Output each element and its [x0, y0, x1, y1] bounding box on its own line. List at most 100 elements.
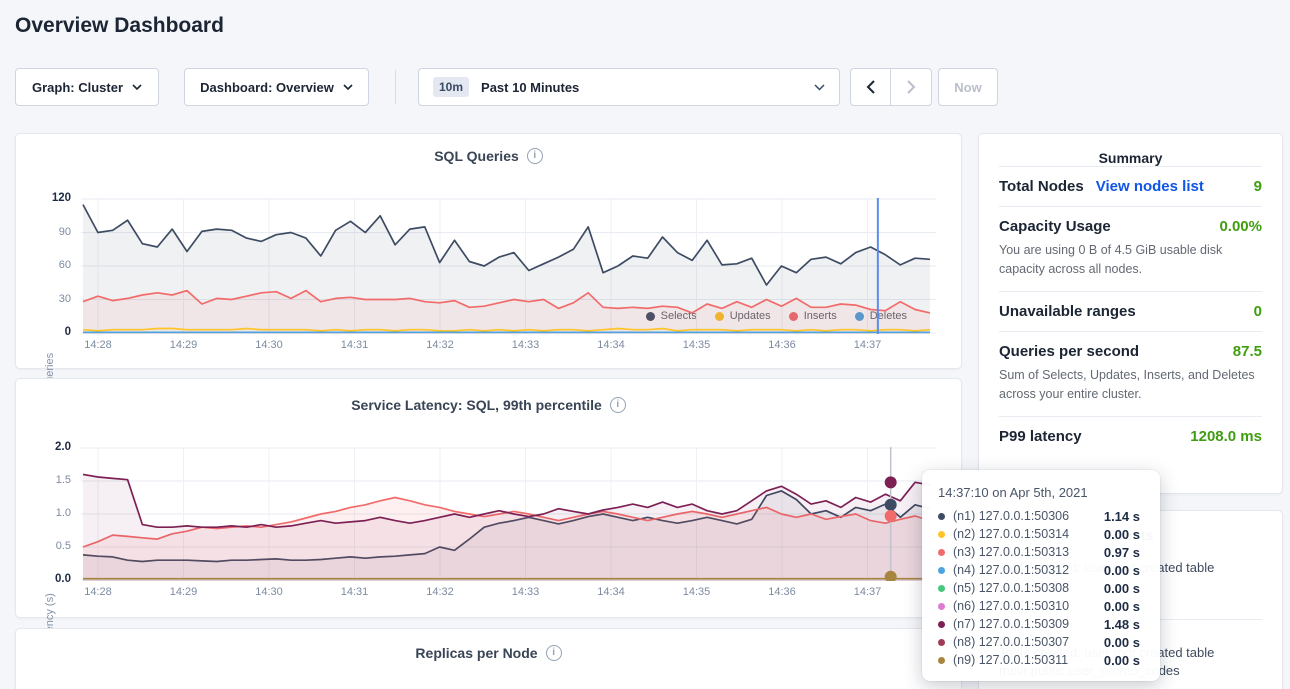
- summary-label: Unavailable ranges: [999, 302, 1136, 320]
- series-color-dot: [938, 512, 945, 520]
- summary-title: Summary: [1098, 150, 1163, 166]
- chevron-down-icon: [814, 83, 825, 91]
- replicas-per-node-chart-card: Replicas per Node i: [15, 628, 962, 689]
- tooltip-node-row: (n1) 127.0.0.1:50306 1.14 s: [938, 507, 1146, 525]
- tooltip-timestamp: 14:37:10 on Apr 5th, 2021: [938, 485, 1088, 500]
- legend-item-inserts[interactable]: Inserts: [788, 310, 837, 322]
- x-tick-label: 14:36: [768, 339, 796, 351]
- time-range-dropdown[interactable]: 10m Past 10 Minutes: [418, 68, 840, 106]
- summary-value: 9: [1253, 178, 1262, 195]
- x-tick-label: 14:29: [169, 586, 198, 598]
- tooltip-node-value: 0.97 s: [1103, 544, 1140, 560]
- x-tick-label: 14:33: [511, 586, 540, 598]
- summary-label: Capacity Usage: [999, 218, 1111, 235]
- tooltip-node-row: (n7) 127.0.0.1:50309 1.48 s: [938, 615, 1146, 633]
- series-color-dot: [938, 638, 945, 646]
- now-button-label: Now: [954, 79, 982, 95]
- x-axis: 14:28 14:29 14:30 14:31 14:32 14:33 14:34 14:35…: [81, 586, 936, 602]
- x-tick-label: 14:37: [853, 339, 882, 351]
- tooltip-node-address: (n8) 127.0.0.1:50307: [953, 635, 1070, 649]
- x-tick-label: 14:36: [768, 586, 796, 598]
- dashboard-dropdown[interactable]: Dashboard: Overview: [184, 68, 369, 106]
- x-tick-label: 14:35: [682, 586, 711, 598]
- time-range-badge: 10m: [433, 77, 470, 97]
- summary-row-unavailable-ranges: Unavailable ranges 0: [999, 290, 1262, 331]
- x-tick-label: 14:31: [340, 586, 369, 598]
- y-tick-label: 120: [51, 192, 71, 204]
- tooltip-node-value: 0.00 s: [1103, 526, 1140, 542]
- summary-value: 0: [1253, 302, 1262, 320]
- y-tick-label: 0.5: [55, 540, 71, 552]
- info-icon[interactable]: i: [545, 645, 562, 661]
- tooltip-node-value: 1.48 s: [1103, 616, 1140, 632]
- tooltip-node-row: (n2) 127.0.0.1:50314 0.00 s: [938, 525, 1146, 543]
- chart-plot-area[interactable]: [81, 447, 936, 583]
- x-tick-label: 14:30: [255, 339, 283, 351]
- legend-dot: [854, 311, 864, 321]
- time-nav-group: [850, 68, 932, 106]
- series-color-dot: [938, 602, 945, 610]
- tooltip-node-row: (n6) 127.0.0.1:50310 0.00 s: [938, 597, 1146, 615]
- tooltip-node-value: 0.00 s: [1103, 652, 1140, 668]
- x-tick-label: 14:32: [426, 339, 454, 351]
- tooltip-node-address: (n3) 127.0.0.1:50313: [953, 545, 1070, 559]
- tooltip-node-value: 0.00 s: [1103, 580, 1140, 596]
- tooltip-node-row: (n5) 127.0.0.1:50308 0.00 s: [938, 579, 1146, 597]
- summary-label: Queries per second: [999, 342, 1140, 360]
- summary-panel: Summary Total Nodes View nodes list 9 Ca…: [978, 133, 1283, 494]
- legend-item-selects[interactable]: Selects: [645, 310, 697, 322]
- legend-label: Selects: [661, 310, 697, 322]
- legend-item-deletes[interactable]: Deletes: [854, 310, 907, 322]
- tooltip-rows: (n1) 127.0.0.1:50306 1.14 s (n2) 127.0.0.1…: [938, 507, 1146, 669]
- time-back-button[interactable]: [850, 68, 891, 106]
- legend-item-updates[interactable]: Updates: [714, 310, 771, 322]
- legend-label: Updates: [730, 310, 771, 322]
- tooltip-node-value: 1.14 s: [1103, 508, 1140, 524]
- tooltip-node-address: (n5) 127.0.0.1:50308: [953, 581, 1070, 595]
- x-tick-label: 14:28: [84, 586, 112, 598]
- x-axis: 14:28 14:29 14:30 14:31 14:32 14:33 14:34 14:35…: [81, 339, 936, 355]
- x-tick-label: 14:37: [853, 586, 882, 598]
- legend-dot: [714, 311, 724, 321]
- x-tick-label: 14:30: [255, 586, 283, 598]
- tooltip-node-value: 0.00 s: [1103, 562, 1140, 578]
- chart-title: Replicas per Node: [415, 645, 538, 661]
- series-color-dot: [938, 548, 945, 556]
- tooltip-node-row: (n3) 127.0.0.1:50313 0.97 s: [938, 543, 1146, 561]
- x-tick-label: 14:34: [597, 586, 625, 598]
- time-range-label: Past 10 Minutes: [481, 79, 580, 95]
- tooltip-node-address: (n9) 127.0.0.1:50311: [953, 653, 1069, 667]
- service-latency-chart-card: Service Latency: SQL, 99th percentile i …: [15, 378, 962, 644]
- y-axis: 0 30 60 90 120: [16, 192, 75, 338]
- tooltip-node-value: 0.00 s: [1103, 598, 1140, 614]
- summary-label: Total Nodes: [999, 178, 1084, 195]
- page-title: Overview Dashboard: [15, 14, 224, 37]
- tooltip-node-address: (n7) 127.0.0.1:50309: [953, 617, 1070, 631]
- sql-queries-chart-card: SQL Queries i Selects Updates Inserts Delet…: [15, 133, 962, 389]
- summary-row-queries-per-second: Queries per second 87.5 Sum of Selects, …: [999, 330, 1262, 416]
- series-color-dot: [938, 530, 945, 538]
- now-button[interactable]: Now: [938, 68, 998, 106]
- time-forward-button[interactable]: [891, 68, 932, 106]
- tooltip-node-address: (n4) 127.0.0.1:50312: [953, 563, 1070, 577]
- summary-row-total-nodes: Total Nodes View nodes list 9: [999, 166, 1262, 206]
- tooltip-node-value: 0.00 s: [1103, 634, 1140, 650]
- info-icon[interactable]: i: [609, 397, 626, 413]
- y-tick-label: 0.0: [55, 573, 71, 585]
- summary-label: P99 latency: [999, 427, 1082, 445]
- view-nodes-list-link[interactable]: View nodes list: [1095, 178, 1204, 195]
- info-icon[interactable]: i: [526, 148, 543, 164]
- x-tick-label: 14:34: [597, 339, 625, 351]
- tooltip-node-address: (n2) 127.0.0.1:50314: [953, 527, 1070, 541]
- x-tick-label: 14:29: [169, 339, 198, 351]
- x-tick-label: 14:31: [340, 339, 369, 351]
- tooltip-node-row: (n9) 127.0.0.1:50311 0.00 s: [938, 651, 1146, 669]
- series-color-dot: [938, 566, 945, 574]
- summary-row-capacity-usage: Capacity Usage 0.00% You are using 0 B o…: [999, 206, 1262, 291]
- graph-dropdown[interactable]: Graph: Cluster: [15, 68, 159, 106]
- chevron-down-icon: [343, 84, 353, 90]
- summary-value: 0.00%: [1219, 218, 1262, 235]
- divider: [395, 70, 396, 104]
- chart-plot-area[interactable]: [81, 198, 936, 334]
